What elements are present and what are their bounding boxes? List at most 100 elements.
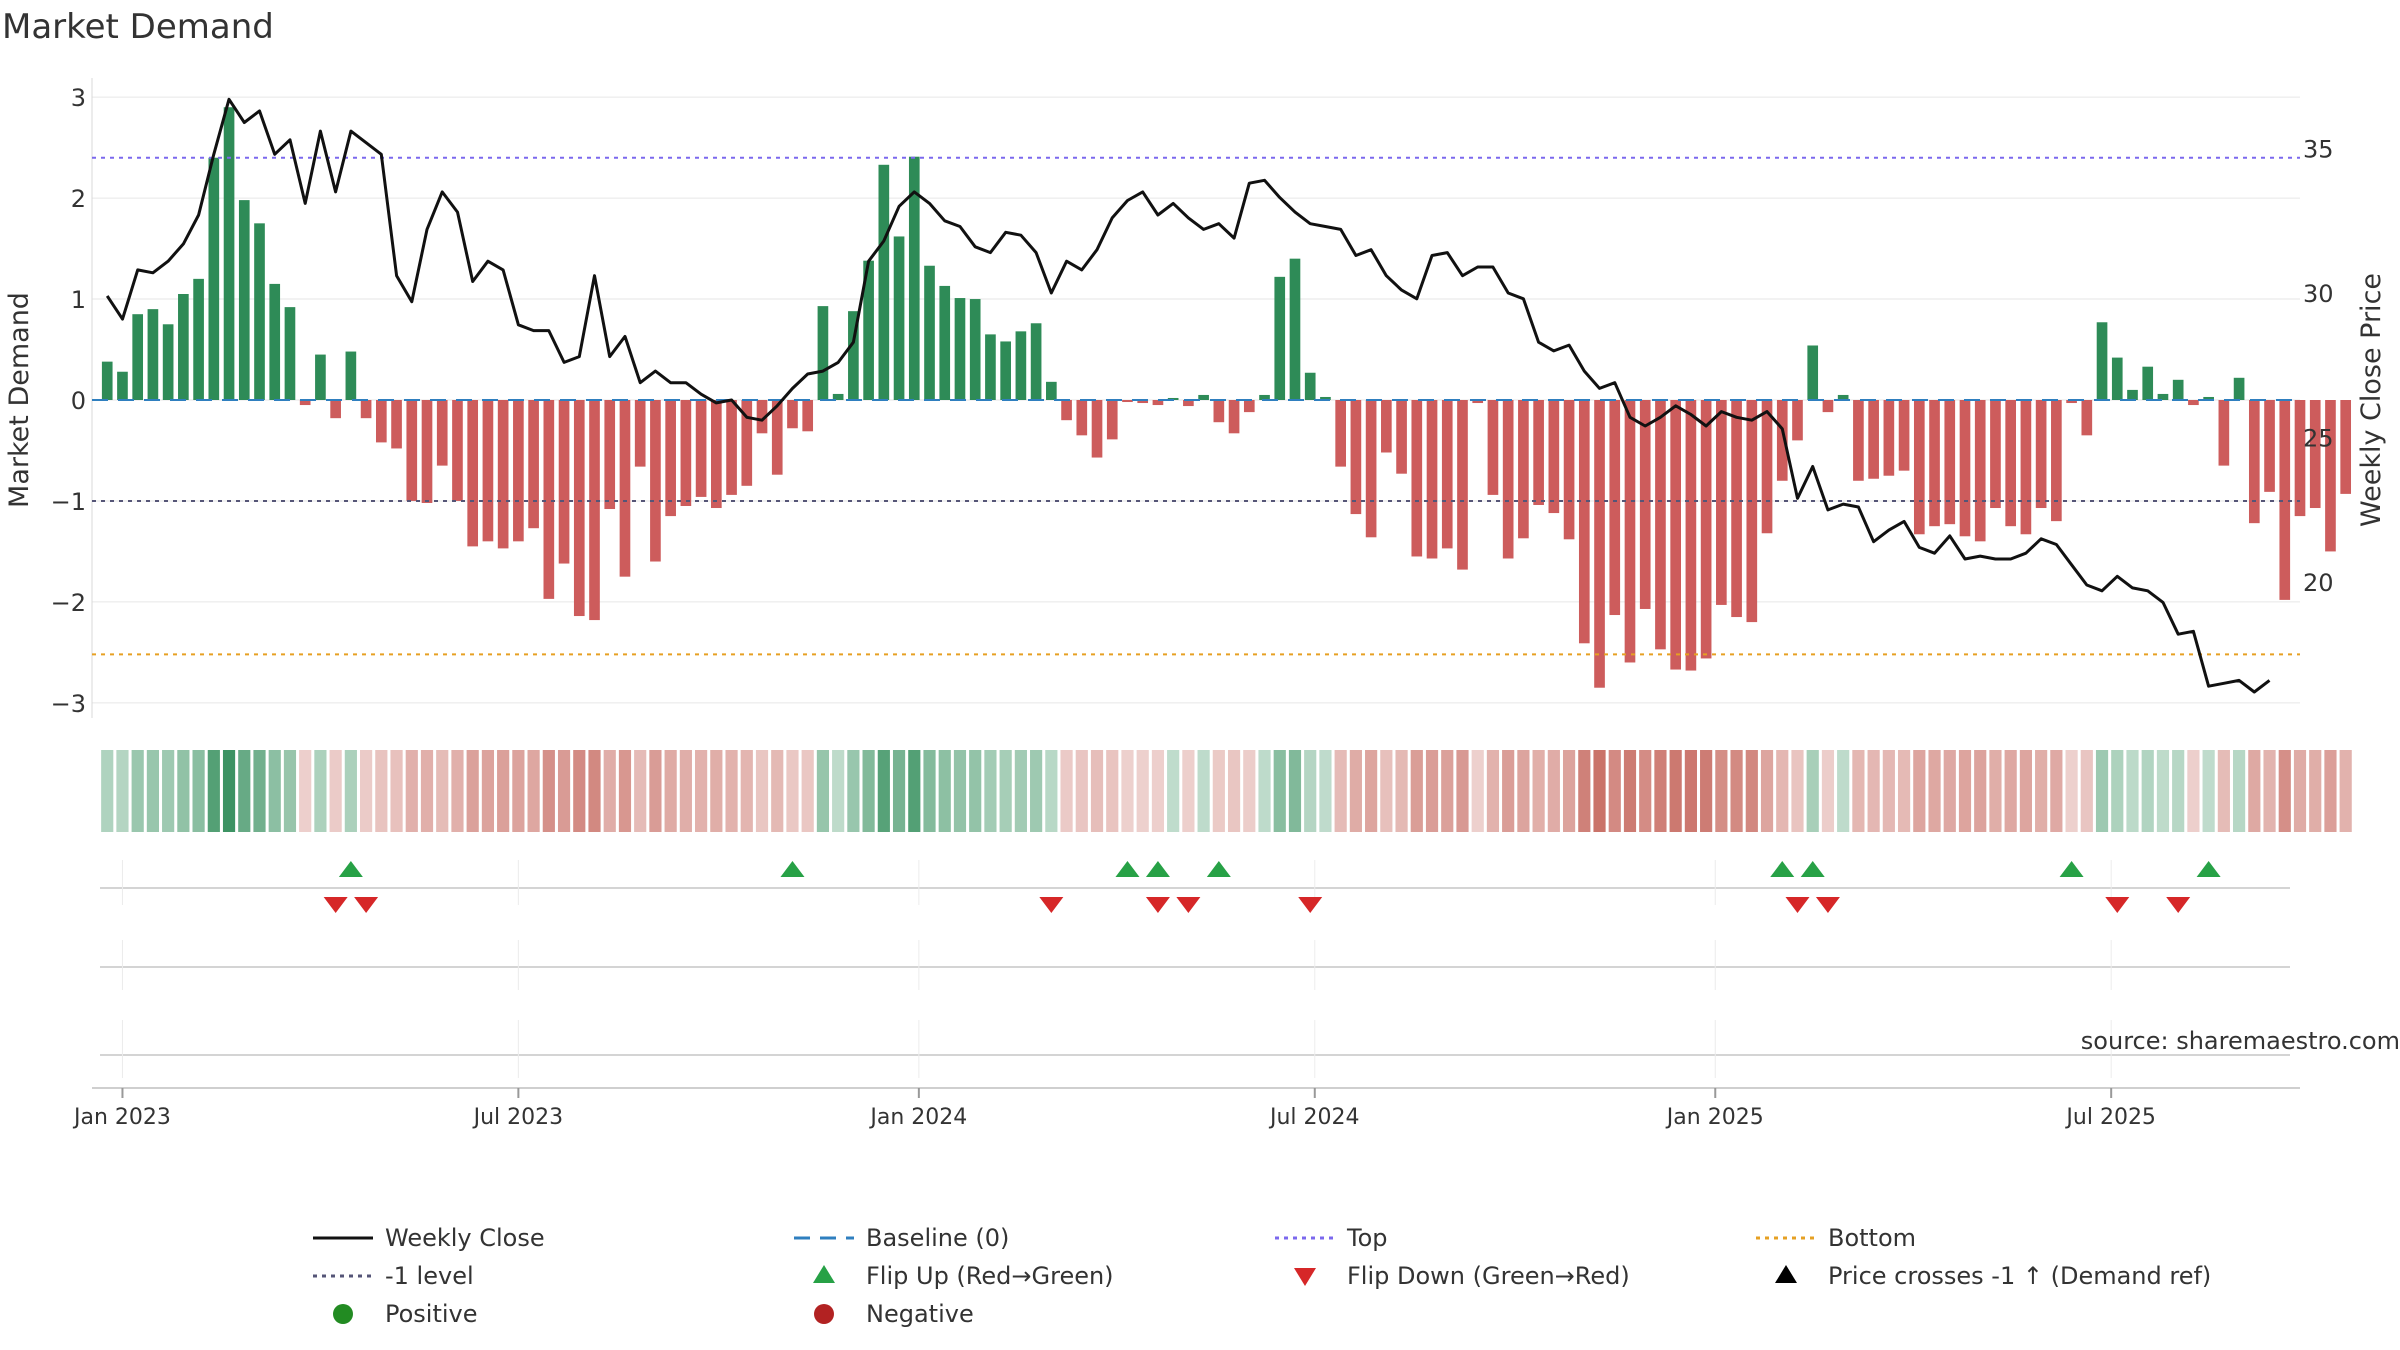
heat-cell [1806,750,1819,832]
demand-bar [1898,400,1910,471]
heat-cell [1776,750,1789,832]
demand-bar [1609,400,1621,616]
heat-cell [1304,750,1317,832]
heat-cell [1471,750,1484,832]
demand-bar [1594,400,1605,688]
demand-bar [254,223,265,400]
heat-cell [740,750,753,832]
heat-cell [2080,750,2093,832]
demand-bar [1350,400,1362,515]
demand-bar [726,400,737,495]
demand-bar [1502,400,1514,559]
demand-bar [1578,400,1590,644]
demand-bar [269,283,281,400]
y-axis-right-title: Weekly Close Price [2356,273,2387,527]
legend-item-bottom: Bottom [1756,1224,1916,1252]
heat-cell [1456,750,1469,832]
y-ticks: 3 2 1 0 −1 −2 −3 35 30 25 20 [51,84,2334,718]
heat-cell [1974,750,1987,832]
y-left-tick-label: 2 [71,185,86,213]
demand-bar [1091,400,1103,458]
heat-cell [177,750,190,832]
demand-bar [969,299,981,400]
heat-cell [390,750,403,832]
heat-cell [375,750,388,832]
demand-bar [208,157,220,400]
y-right-tick-label: 30 [2303,280,2334,308]
legend-item-weekly-close: Weekly Close [313,1224,545,1252]
demand-bar [482,400,494,542]
demand-bar [1274,276,1286,400]
heat-cell [1547,750,1560,832]
demand-bar [406,400,418,501]
demand-bar [756,400,768,434]
heat-cell [162,750,175,832]
demand-bar [1746,400,1758,623]
x-tick-label: Jan 2024 [868,1105,967,1130]
demand-bar [2051,400,2062,522]
heat-cell [146,750,160,832]
demand-bar [1183,400,1194,407]
demand-bar [1365,400,1377,538]
heat-cell [1349,750,1362,832]
legend: Weekly Close Baseline (0) Top Bottom -1 … [313,1224,2211,1328]
heat-cell [238,750,251,832]
demand-bar [1335,400,1346,467]
demand-bar [1670,400,1681,670]
heat-cell [832,750,845,832]
y-left-tick-label: 0 [71,387,86,415]
flip-down-marker [1785,897,1810,913]
demand-bars [101,107,2352,688]
heat-cell [299,750,312,832]
heat-cell [1380,750,1393,832]
heat-cell [1532,750,1545,832]
heat-cell [1410,750,1423,832]
heat-cell [1562,750,1576,832]
heat-cell [892,750,906,832]
demand-bar [147,309,159,400]
demand-bar [1685,400,1697,671]
demand-bar [2081,400,2093,436]
demand-bar [954,298,966,400]
demand-bar [893,236,905,400]
demand-bar [1563,400,1575,540]
heat-cell [1502,750,1515,832]
demand-bar [223,107,235,400]
flip-up-marker [2059,861,2084,877]
heat-cell [1227,750,1241,832]
legend-label-flip-down: Flip Down (Green→Red) [1347,1262,1630,1290]
flip-down-marker [323,897,348,913]
heat-cell [207,750,220,832]
reference-lines [92,156,2300,656]
demand-bar [1320,396,1331,400]
demand-bar [1213,400,1225,423]
demand-bar [1381,400,1392,453]
legend-item-top: Top [1275,1224,1388,1252]
legend-label-positive: Positive [385,1300,478,1328]
heat-cell [588,750,601,832]
demand-bar [2309,400,2321,509]
heat-cell [603,750,616,832]
demand-bar [1655,400,1666,650]
y-right-tick-label: 35 [2303,135,2334,163]
legend-label-weekly-close: Weekly Close [385,1224,545,1252]
demand-bar [1198,394,1209,400]
heat-cell [1715,750,1728,832]
heat-cell [1319,750,1332,832]
demand-bar [832,393,844,400]
demand-bar [924,265,935,400]
heat-cell [451,750,464,832]
flip-down-marker [2105,897,2130,913]
demand-bar [1243,400,1255,413]
demand-bar [1807,345,1819,400]
heat-cell [634,750,647,832]
demand-bar [908,156,920,400]
x-axis: Jan 2023 Jul 2023 Jan 2024 Jul 2024 Jan 2025… [72,1087,2300,1130]
price-line-group [105,97,2271,694]
heat-cell [1441,750,1454,832]
flip-down-marker [1298,897,1323,913]
demand-bar [665,400,676,517]
heat-cell [2156,750,2170,832]
y-right-tick-label: 20 [2303,569,2334,597]
